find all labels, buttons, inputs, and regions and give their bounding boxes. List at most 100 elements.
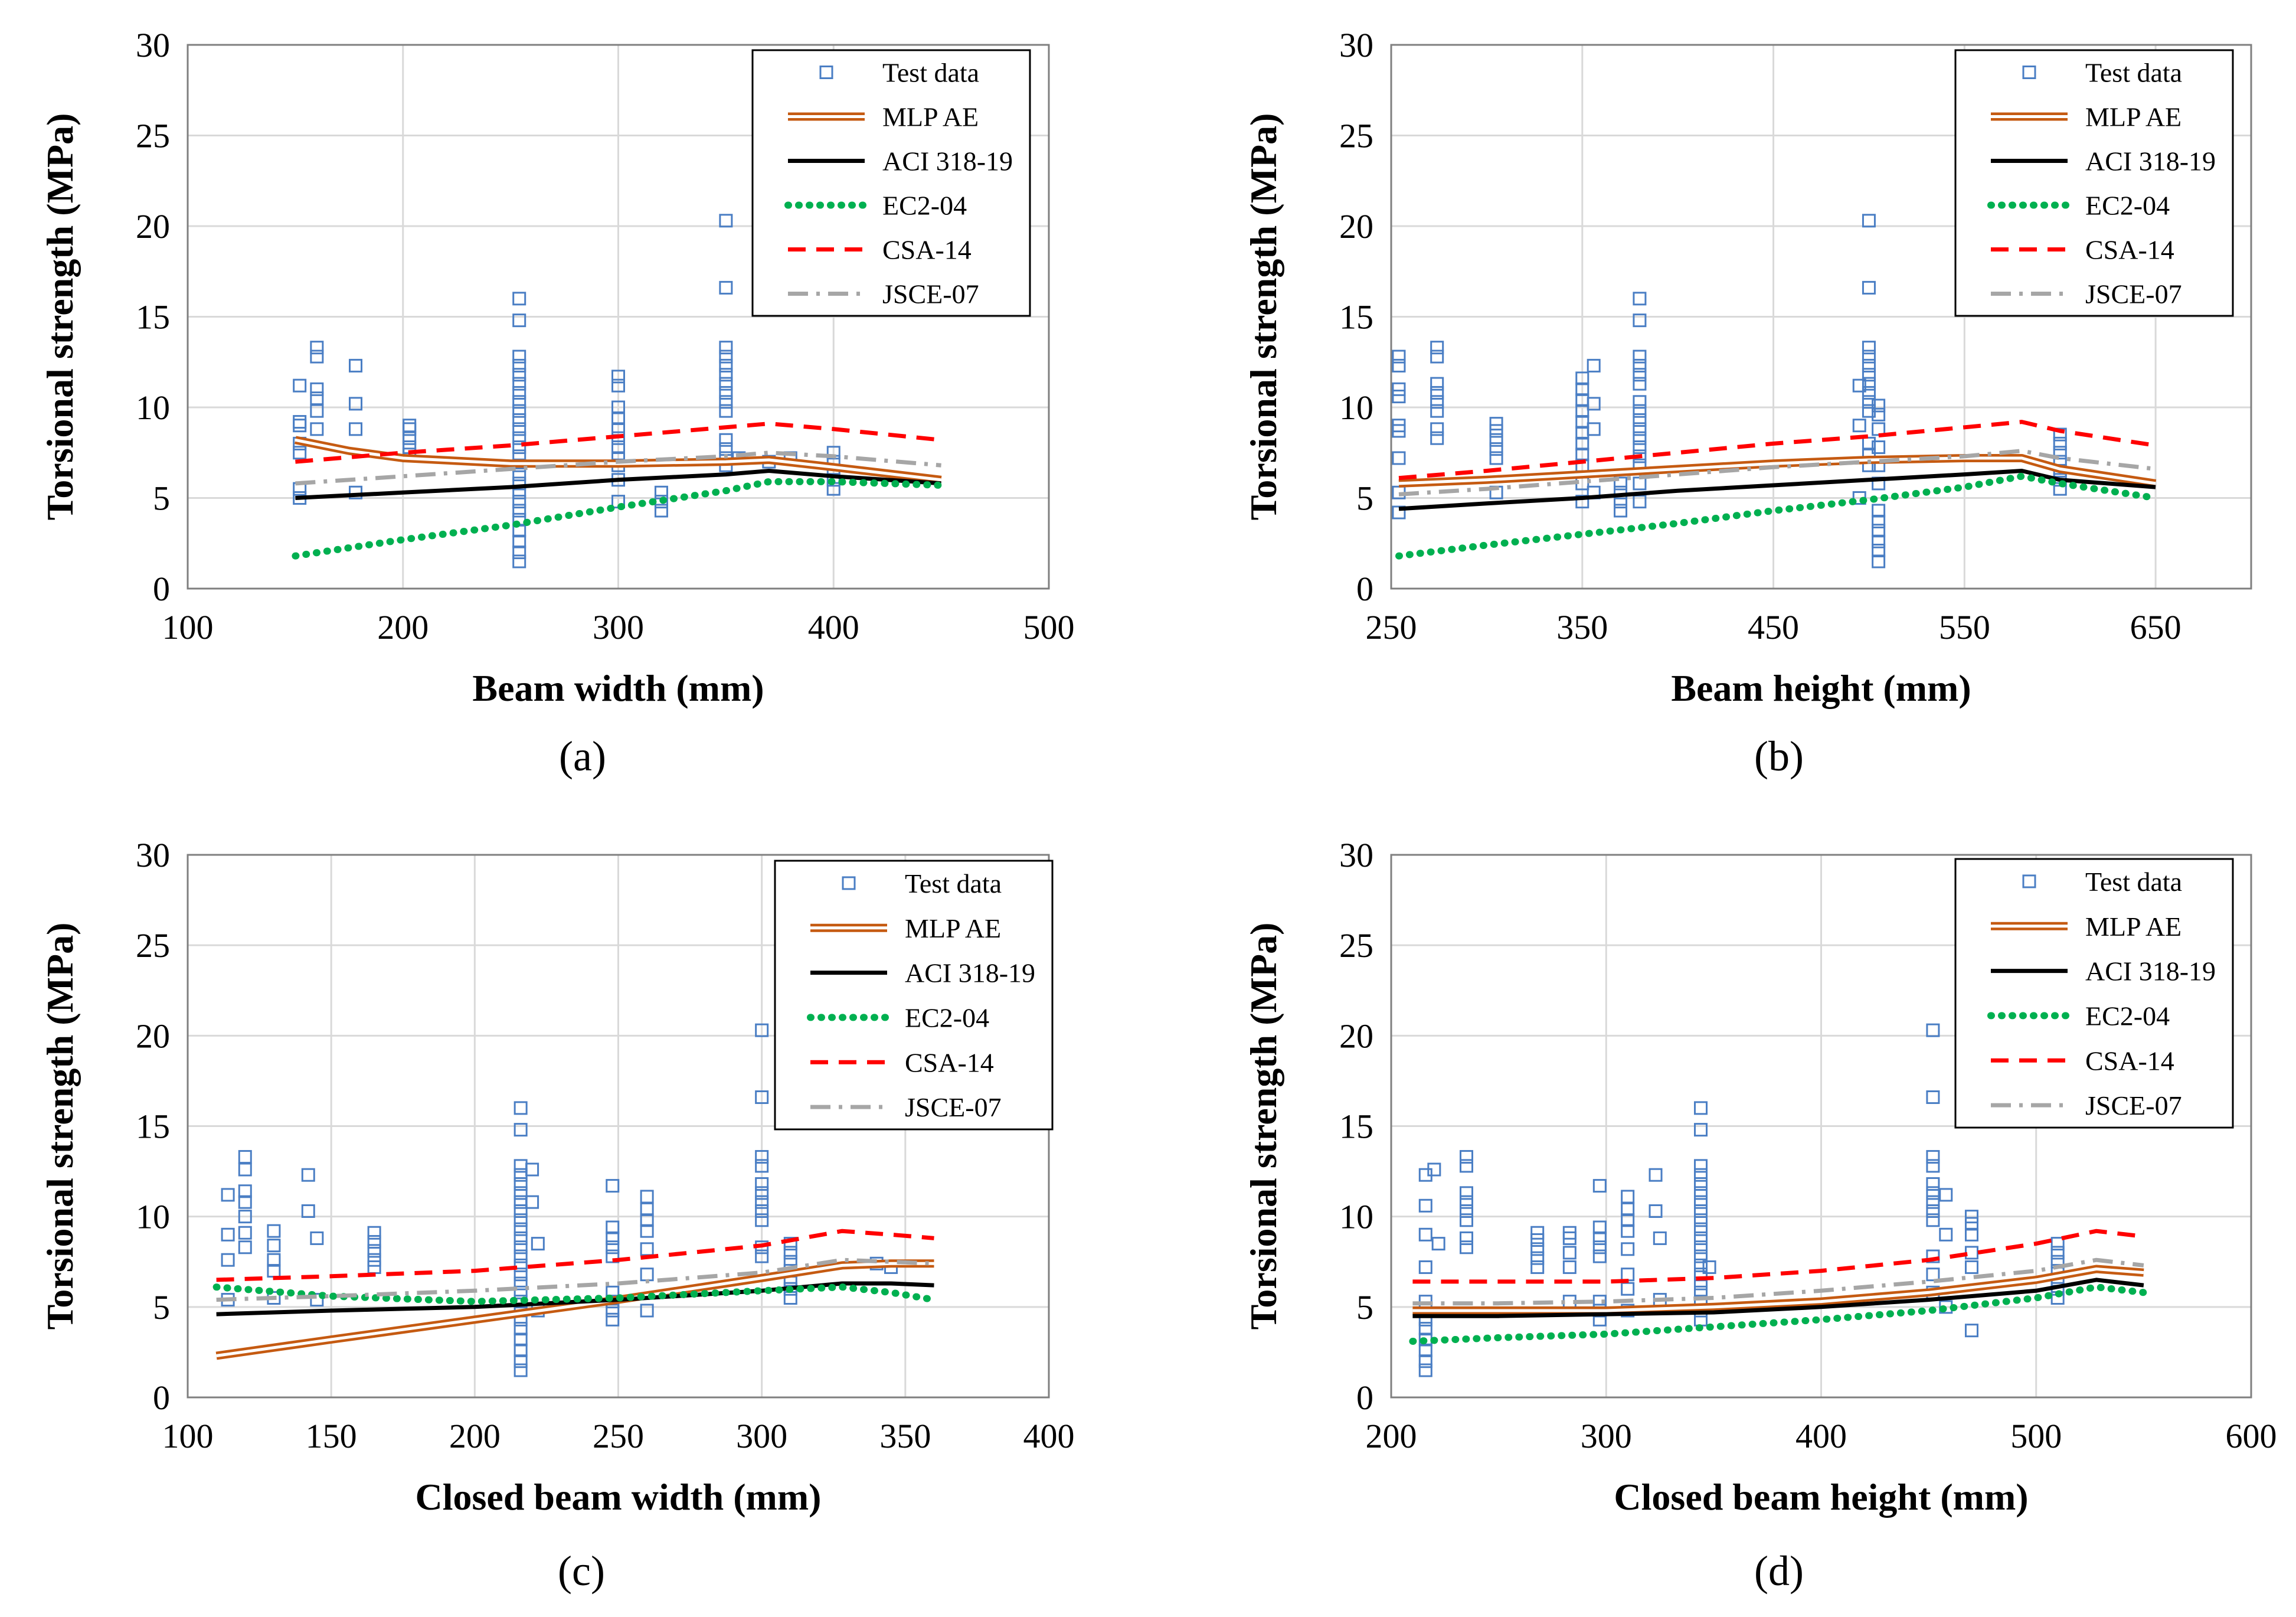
series-line-ec2-04 xyxy=(1409,1283,2147,1345)
test-data-point xyxy=(1694,1231,1708,1245)
test-data-point xyxy=(755,1204,769,1218)
test-data-point xyxy=(1862,349,1876,364)
x-axis-title: Beam width (mm) xyxy=(472,667,764,709)
x-axis-title: Closed beam height (mm) xyxy=(1614,1476,2028,1518)
legend-label: JSCE-07 xyxy=(2085,1090,2182,1121)
test-data-point xyxy=(514,1322,528,1336)
test-data-point xyxy=(1694,1177,1708,1191)
test-data-point xyxy=(1964,1246,1978,1260)
test-data-point xyxy=(1694,1159,1708,1173)
test-data-point xyxy=(1592,1249,1607,1263)
test-data-point xyxy=(1575,436,1589,450)
test-data-point xyxy=(1633,495,1647,509)
test-data-point xyxy=(654,485,668,499)
test-data-point xyxy=(755,1177,769,1191)
test-data-point xyxy=(1418,1363,1432,1377)
legend-box xyxy=(1954,49,2234,317)
y-tick-label: 20 xyxy=(136,1017,170,1055)
test-data-point xyxy=(293,446,307,460)
test-data-point xyxy=(1431,1237,1445,1251)
x-tick-label: 350 xyxy=(879,1417,931,1455)
test-data-point xyxy=(1694,1213,1708,1227)
test-data-point xyxy=(783,1237,797,1251)
test-data-point xyxy=(512,431,526,445)
test-data-point xyxy=(1633,440,1647,455)
test-data-point xyxy=(1459,1204,1473,1218)
test-data-point xyxy=(783,1246,797,1260)
test-data-point xyxy=(755,1213,769,1227)
x-tick-label: 150 xyxy=(306,1417,357,1455)
test-data-point xyxy=(349,422,363,436)
series-line-aci-318-19 xyxy=(295,469,941,500)
test-data-point xyxy=(1592,1231,1607,1245)
test-data-point xyxy=(1587,422,1601,436)
test-data-point xyxy=(1694,1195,1708,1209)
test-data-point xyxy=(514,1363,528,1377)
panel-caption: (b) xyxy=(1754,733,1804,780)
test-data-point xyxy=(238,1240,252,1255)
chart-panel-d: 0 5 10 15 20 25 30 200 300 400 500 600 Closed beam h… xyxy=(1242,836,2277,1595)
y-tick-label: 5 xyxy=(1356,479,1373,518)
test-data-point xyxy=(512,422,526,436)
legend-label: MLP AE xyxy=(2085,912,2181,942)
test-data-point xyxy=(1964,1227,1978,1242)
test-data-point xyxy=(1694,1240,1708,1255)
x-tick-label: 550 xyxy=(1939,608,1990,646)
test-data-point xyxy=(1575,415,1589,429)
test-data-point xyxy=(514,1249,528,1263)
test-data-point xyxy=(1392,390,1406,404)
x-tick-label: 300 xyxy=(593,608,644,646)
x-tick-label: 600 xyxy=(2226,1417,2277,1455)
test-data-point xyxy=(1862,214,1876,228)
legend-box xyxy=(751,49,1031,317)
x-tick-label: 200 xyxy=(449,1417,501,1455)
plot-area-border xyxy=(1390,44,2252,590)
y-tick-label: 25 xyxy=(136,926,170,965)
test-data-point xyxy=(755,1195,769,1209)
test-data-point xyxy=(1926,1186,1940,1200)
y-tick-label: 30 xyxy=(136,26,170,64)
test-data-point xyxy=(512,504,526,518)
test-data-point xyxy=(1459,1150,1473,1164)
test-data-point xyxy=(301,1204,315,1218)
y-axis-title: Torsional strength (MPa) xyxy=(1242,923,1284,1330)
test-data-point xyxy=(367,1253,381,1267)
y-tick-label: 10 xyxy=(136,388,170,427)
test-data-point xyxy=(1614,485,1628,499)
x-tick-label: 200 xyxy=(1366,1417,1417,1455)
plot-area-border xyxy=(187,44,1050,590)
test-data-point xyxy=(611,378,625,393)
test-data-point xyxy=(514,1332,528,1347)
test-data-point xyxy=(1872,440,1886,455)
test-data-point xyxy=(1633,292,1647,306)
panel-caption: (a) xyxy=(559,733,606,780)
test-data-point xyxy=(238,1210,252,1224)
test-data-point xyxy=(1852,378,1866,393)
test-data-point xyxy=(1459,1231,1473,1245)
test-data-point xyxy=(1530,1260,1545,1274)
test-data-point xyxy=(1392,505,1406,520)
y-tick-label: 15 xyxy=(1339,298,1373,337)
test-data-point xyxy=(1872,534,1886,548)
test-data-point xyxy=(611,440,625,455)
panel-caption: (c) xyxy=(558,1547,605,1595)
y-tick-label: 30 xyxy=(1339,26,1373,64)
y-tick-label: 25 xyxy=(1339,926,1373,965)
test-data-point xyxy=(755,1249,769,1263)
test-data-point xyxy=(1427,1162,1441,1177)
test-data-point xyxy=(1694,1168,1708,1182)
test-data-point xyxy=(1430,404,1444,418)
x-tick-label: 200 xyxy=(377,608,429,646)
test-data-point xyxy=(783,1291,797,1305)
test-data-point xyxy=(1926,1023,1940,1037)
legend-label: Test data xyxy=(2085,867,2182,897)
test-data-point xyxy=(1430,341,1444,355)
y-tick-label: 10 xyxy=(136,1198,170,1236)
test-data-point xyxy=(310,349,324,364)
test-data-point xyxy=(1633,313,1647,328)
test-data-point xyxy=(310,391,324,406)
test-data-point xyxy=(267,1224,281,1238)
test-data-point xyxy=(1621,1190,1635,1204)
test-data-point xyxy=(719,433,733,447)
test-data-point xyxy=(301,1168,315,1182)
